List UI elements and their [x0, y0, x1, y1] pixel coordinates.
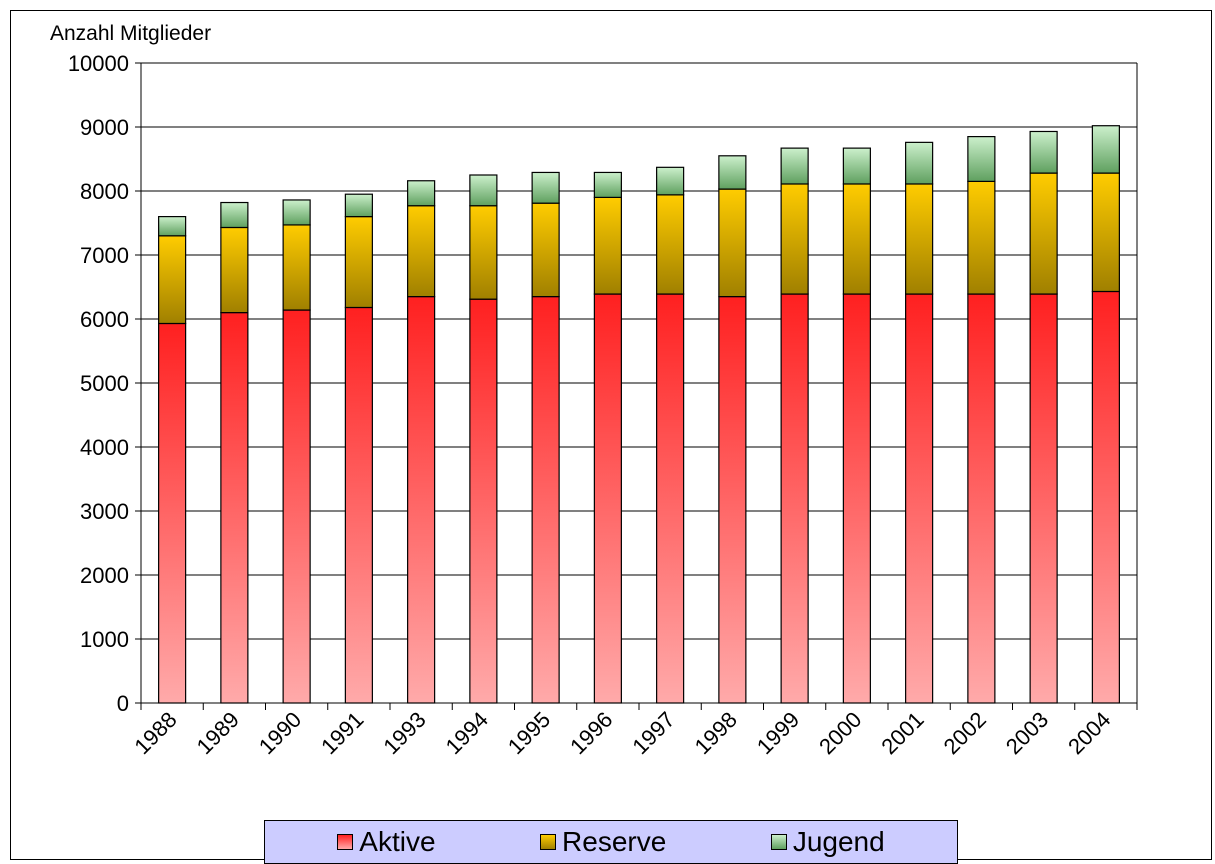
x-tick-label: 1996: [565, 707, 617, 759]
bar-reserve-1999: [780, 183, 809, 295]
y-tick-label: 5000: [80, 371, 129, 396]
bar-jugend-2003: [1029, 130, 1058, 174]
bars: [158, 125, 1120, 704]
bar-jugend-2001: [905, 141, 934, 185]
bar-aktive-1995: [531, 296, 560, 704]
bar-reserve-1990: [282, 224, 311, 311]
x-tick-label: 2003: [1001, 707, 1053, 759]
bar-reserve-1989: [220, 226, 249, 314]
bar-jugend-2000: [842, 147, 871, 185]
bar-aktive-1999: [780, 293, 809, 704]
legend-swatch-jugend: [770, 834, 787, 850]
bar-reserve-1997: [656, 194, 685, 295]
y-tick-label: 6000: [80, 307, 129, 332]
y-tick-label: 4000: [80, 435, 129, 460]
x-tick-label: 1994: [441, 707, 493, 759]
bar-reserve-2001: [905, 183, 934, 295]
bar-reserve-2003: [1029, 172, 1058, 295]
bar-jugend-1995: [531, 171, 560, 204]
y-tick-label: 0: [117, 691, 129, 716]
legend-swatch-reserve: [540, 834, 557, 850]
bar-jugend-1998: [718, 155, 747, 190]
bar-aktive-1988: [158, 322, 187, 704]
bar-jugend-2004: [1091, 125, 1120, 174]
bar-jugend-2002: [967, 136, 996, 183]
legend-item-aktive: Aktive: [337, 826, 436, 858]
legend-label-reserve: Reserve: [562, 826, 667, 857]
bar-aktive-1996: [593, 293, 622, 704]
bar-aktive-1993: [407, 296, 436, 704]
x-tick-label: 2000: [814, 707, 866, 759]
bar-reserve-2004: [1091, 172, 1120, 293]
bar-jugend-1988: [158, 216, 187, 237]
bar-jugend-1991: [344, 193, 373, 218]
legend-item-jugend: Jugend: [770, 826, 885, 858]
x-tick-label: 1990: [254, 707, 306, 759]
bar-aktive-1990: [282, 309, 311, 704]
bar-jugend-1989: [220, 201, 249, 229]
bar-aktive-1998: [718, 296, 747, 704]
bar-jugend-1990: [282, 199, 311, 226]
x-tick-label: 1988: [129, 707, 181, 759]
bar-jugend-1996: [593, 171, 622, 199]
bar-aktive-2004: [1091, 290, 1120, 704]
bar-jugend-1993: [407, 180, 436, 207]
bar-jugend-1997: [656, 166, 685, 196]
bar-aktive-2003: [1029, 293, 1058, 704]
bar-aktive-1991: [344, 306, 373, 704]
bar-reserve-1991: [344, 216, 373, 309]
bar-reserve-1993: [407, 205, 436, 298]
y-tick-label: 1000: [80, 627, 129, 652]
bar-reserve-2000: [842, 183, 871, 295]
legend-item-reserve: Reserve: [540, 826, 666, 858]
legend: Aktive Reserve Jugend: [264, 820, 958, 864]
y-tick-label: 3000: [80, 499, 129, 524]
bar-jugend-1994: [469, 174, 498, 207]
bar-reserve-1998: [718, 188, 747, 298]
x-tick-label: 2001: [876, 707, 928, 759]
y-tick-label: 10000: [68, 51, 129, 76]
y-tick-label: 2000: [80, 563, 129, 588]
bar-aktive-2000: [842, 293, 871, 704]
bar-aktive-2002: [967, 293, 996, 704]
bar-reserve-2002: [967, 180, 996, 295]
x-tick-label: 2002: [939, 707, 991, 759]
y-tick-label: 7000: [80, 243, 129, 268]
x-tick-label: 1999: [752, 707, 804, 759]
y-tick-label: 9000: [80, 115, 129, 140]
x-tick-label: 1995: [503, 707, 555, 759]
x-tick-label: 1993: [378, 707, 430, 759]
bar-reserve-1994: [469, 205, 498, 300]
bar-jugend-1999: [780, 147, 809, 185]
bar-reserve-1995: [531, 202, 560, 298]
x-tick-label: 1998: [690, 707, 742, 759]
x-tick-label: 1991: [316, 707, 368, 759]
legend-swatch-aktive: [337, 834, 354, 850]
x-tick-label: 2004: [1063, 707, 1115, 759]
bar-aktive-1989: [220, 312, 249, 704]
bar-aktive-1994: [469, 298, 498, 704]
legend-label-jugend: Jugend: [792, 826, 885, 857]
bar-reserve-1988: [158, 235, 187, 325]
bar-reserve-1996: [593, 196, 622, 295]
bar-aktive-2001: [905, 293, 934, 704]
x-tick-label: 1989: [192, 707, 244, 759]
x-tick-label: 1997: [627, 707, 679, 759]
legend-label-aktive: Aktive: [359, 826, 436, 857]
y-axis-label: Anzahl Mitglieder: [50, 22, 211, 45]
y-tick-label: 8000: [80, 179, 129, 204]
bar-aktive-1997: [656, 293, 685, 704]
